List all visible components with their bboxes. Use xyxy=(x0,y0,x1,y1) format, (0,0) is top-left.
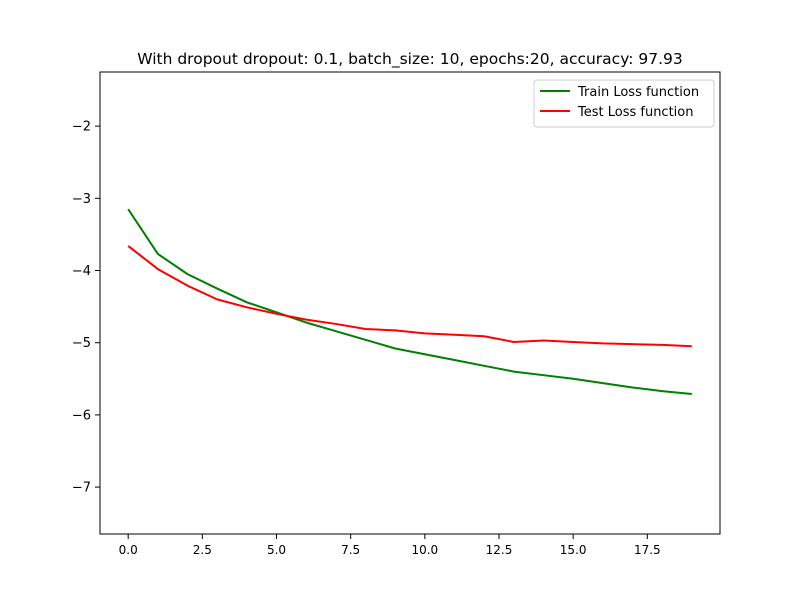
plot-area-frame xyxy=(99,71,721,535)
series-line-0 xyxy=(127,208,692,395)
legend-label-test: Test Loss function xyxy=(577,105,693,120)
legend-box xyxy=(533,79,715,128)
y-tick-label: −4 xyxy=(72,264,91,279)
y-axis-ticks: −7 −6 −5 −4 −3 −2 xyxy=(72,120,100,496)
y-tick-label: −2 xyxy=(72,120,91,135)
y-tick-label: −5 xyxy=(72,336,91,351)
series-line-1 xyxy=(127,245,692,348)
x-tick-label: 15.0 xyxy=(560,543,587,557)
x-tick-label: 17.5 xyxy=(634,543,661,557)
legend-label-train: Train Loss function xyxy=(577,85,699,100)
x-tick-label: 7.5 xyxy=(341,543,360,557)
legend: Train Loss function Test Loss function xyxy=(533,79,715,128)
x-tick-label: 12.5 xyxy=(486,543,513,557)
x-axis-ticks: 0.0 2.5 5.0 7.5 10.0 12.5 15.0 17.5 xyxy=(119,534,661,557)
chart-title: With dropout dropout: 0.1, batch_size: 1… xyxy=(137,50,683,69)
x-tick-label: 2.5 xyxy=(193,543,212,557)
x-tick-label: 10.0 xyxy=(411,543,438,557)
x-tick-label: 0.0 xyxy=(119,543,138,557)
plot-lines xyxy=(127,208,692,395)
y-tick-label: −3 xyxy=(72,192,91,207)
y-tick-label: −6 xyxy=(72,408,91,423)
y-tick-label: −7 xyxy=(72,481,91,496)
x-tick-label: 5.0 xyxy=(267,543,286,557)
